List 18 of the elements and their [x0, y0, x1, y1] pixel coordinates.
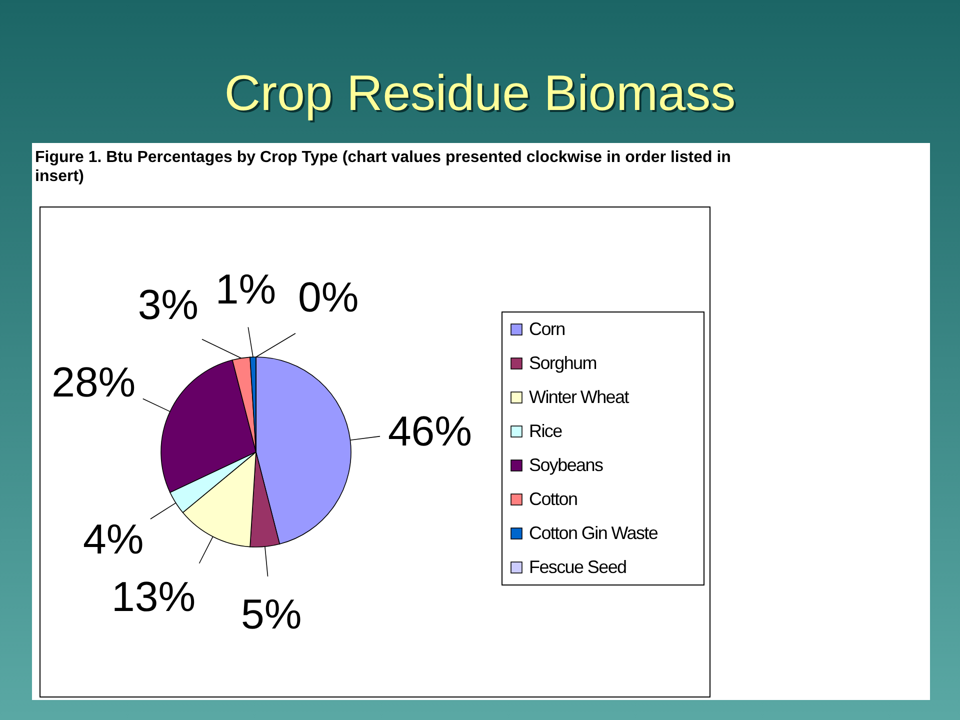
data-label: 5%	[240, 590, 302, 638]
legend-label: Cotton	[529, 489, 578, 509]
legend-label: Corn	[529, 319, 565, 339]
text: 0%	[298, 273, 359, 320]
legend-label: Soybeans	[529, 455, 604, 475]
chart-subtitle: Figure 1. Btu Percentages by Crop Type (chart values presented clockwise in order listed in insert)	[35, 149, 731, 185]
data-label: 1%	[215, 265, 276, 312]
legend-label: Winter Wheat	[529, 387, 630, 407]
legend-label: Fescue Seed	[529, 557, 626, 577]
legend-label: Cotton Gin Waste	[529, 523, 658, 543]
data-label: 46%	[388, 408, 472, 455]
data-label: 4%	[83, 515, 144, 562]
chart-title: Crop Residue Biomass	[226, 67, 738, 123]
legend-label: Sorghum	[529, 353, 596, 373]
data-label: 3%	[138, 281, 199, 328]
legend-label: Rice	[529, 421, 563, 441]
data-label: 28%	[52, 358, 136, 406]
data-label: 13%	[112, 573, 196, 620]
